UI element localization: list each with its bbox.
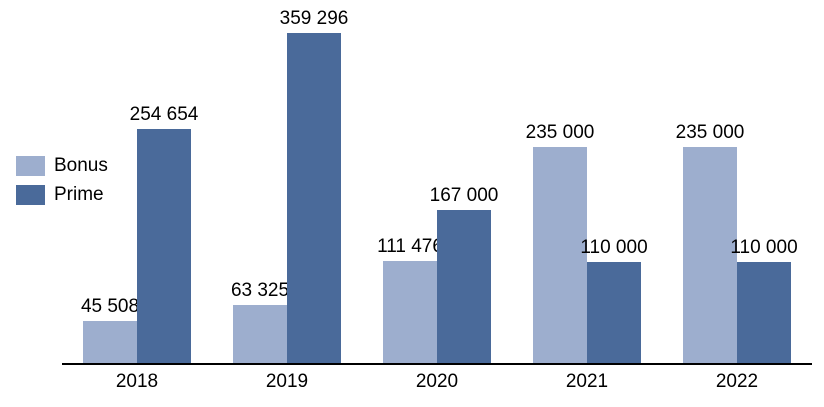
bar-prime-2020 [437, 210, 491, 363]
value-label-bonus-2022: 235 000 [675, 122, 745, 144]
legend-swatch-prime [16, 185, 45, 205]
chart-legend: Bonus Prime [16, 155, 108, 206]
legend-label: Prime [54, 184, 104, 205]
bar-bonus-2018 [83, 321, 137, 363]
value-label-bonus-2021: 235 000 [525, 122, 595, 144]
bar-bonus-2021 [533, 147, 587, 363]
legend-label: Bonus [54, 155, 108, 176]
category-label-2018: 2018 [115, 371, 159, 392]
value-label-bonus-2019: 63 325 [230, 280, 290, 302]
bar-bonus-2020 [383, 261, 437, 363]
category-label-2019: 2019 [265, 371, 309, 392]
legend-item-prime: Prime [16, 184, 108, 206]
category-label-2022: 2022 [715, 371, 759, 392]
category-label-2020: 2020 [415, 371, 459, 392]
x-axis-line [62, 363, 812, 365]
bar-prime-2018 [137, 129, 191, 363]
bar-prime-2021 [587, 262, 641, 363]
value-label-prime-2019: 359 296 [279, 8, 349, 30]
category-label-2021: 2021 [565, 371, 609, 392]
value-label-prime-2018: 254 654 [129, 104, 199, 126]
bar-prime-2022 [737, 262, 791, 363]
bar-prime-2019 [287, 33, 341, 363]
value-label-prime-2021: 110 000 [580, 237, 648, 259]
bar-bonus-2022 [683, 147, 737, 363]
value-label-bonus-2020: 111 476 [377, 236, 443, 258]
legend-swatch-bonus [16, 156, 45, 176]
value-label-prime-2022: 110 000 [730, 237, 798, 259]
bar-bonus-2019 [233, 305, 287, 363]
legend-item-bonus: Bonus [16, 155, 108, 177]
value-label-prime-2020: 167 000 [429, 185, 499, 207]
value-label-bonus-2018: 45 508 [80, 296, 140, 318]
